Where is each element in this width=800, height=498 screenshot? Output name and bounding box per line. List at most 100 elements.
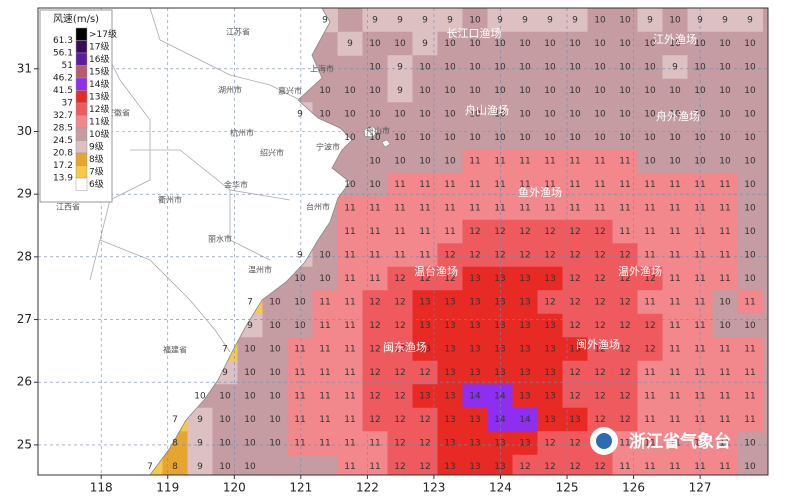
- wind-value: 11: [294, 345, 305, 355]
- wind-value: 13: [469, 298, 480, 308]
- wind-cell: [712, 337, 738, 362]
- wind-value: 12: [594, 345, 605, 355]
- wind-value: 10: [694, 110, 706, 120]
- wind-cell: [712, 266, 738, 291]
- province-border: [89, 8, 301, 353]
- wind-value: 11: [719, 274, 730, 284]
- logo-text: 浙江省气象台: [629, 431, 731, 452]
- wind-cell: [212, 431, 238, 456]
- wind-cell: [362, 102, 388, 127]
- wind-cell: [587, 31, 613, 56]
- wind-cell: [387, 454, 413, 475]
- x-tick-label: 126: [622, 481, 645, 495]
- wind-value: 10: [719, 39, 731, 49]
- x-tick-label: 123: [422, 481, 445, 495]
- wind-value: 11: [469, 204, 480, 214]
- wind-value: 12: [594, 392, 605, 402]
- wind-value: 10: [694, 86, 706, 96]
- wind-value: 9: [422, 39, 428, 49]
- wind-cell: [462, 360, 488, 385]
- legend-level: 16级: [89, 53, 109, 65]
- wind-cell: [587, 149, 613, 174]
- wind-value: 10: [544, 133, 556, 143]
- y-tick-label: 30: [17, 124, 32, 138]
- wind-value: 10: [319, 251, 331, 261]
- wind-value: 10: [444, 157, 456, 167]
- wind-value: 12: [644, 321, 655, 331]
- legend-swatch: [75, 27, 88, 41]
- wind-cell: [362, 196, 388, 221]
- wind-value: 12: [369, 415, 380, 425]
- wind-value: 10: [494, 63, 506, 73]
- wind-value: 12: [419, 415, 430, 425]
- legend-level: 7级: [89, 165, 104, 177]
- wind-value: 11: [319, 298, 330, 308]
- wind-cell: [187, 454, 213, 475]
- wind-value: 10: [194, 392, 206, 402]
- wind-value: 9: [722, 16, 728, 26]
- wind-cell: [337, 102, 363, 127]
- wind-cell: [462, 149, 488, 174]
- wind-value: 10: [269, 392, 281, 402]
- place-label: 福建省: [163, 345, 187, 355]
- wind-value: 10: [244, 439, 256, 449]
- wind-cell: [387, 431, 413, 456]
- wind-cell: [462, 266, 488, 291]
- y-tick-label: 31: [17, 61, 32, 75]
- wind-cell: [512, 360, 538, 385]
- wind-value: 11: [344, 321, 355, 331]
- map-area: 9 9 9 9 9 10 9 9 9 9 10 10 9 10 9 9 9 9 10 10 9 10 10 10 10 10 10 1…: [38, 8, 768, 475]
- wind-cell: [662, 454, 688, 475]
- wind-value: 10: [369, 157, 381, 167]
- wind-value: 10: [369, 63, 381, 73]
- wind-value: 10: [369, 133, 381, 143]
- wind-cell: [387, 196, 413, 221]
- wind-cell: [237, 360, 263, 385]
- wind-value: 11: [394, 204, 405, 214]
- wind-cell: [337, 243, 363, 268]
- wind-value: 12: [569, 392, 580, 402]
- wind-cell: [712, 431, 738, 456]
- wind-value: 12: [394, 415, 405, 425]
- wind-value: 12: [369, 368, 380, 378]
- wind-value: 10: [519, 86, 531, 96]
- wind-value: 12: [544, 227, 555, 237]
- wind-cell: [437, 8, 463, 33]
- wind-value: 9: [197, 439, 203, 449]
- wind-value: 13: [469, 321, 480, 331]
- y-tick-label: 29: [17, 187, 32, 201]
- wind-cell: [287, 337, 313, 362]
- legend-level: 12级: [89, 103, 109, 115]
- wind-value: 11: [744, 368, 755, 378]
- wind-cell: [312, 360, 338, 385]
- wind-value: 9: [747, 16, 753, 26]
- legend-threshold: 61.3: [53, 36, 73, 46]
- wind-cell: [637, 172, 663, 197]
- wind-value: 11: [344, 298, 355, 308]
- wind-cell: [437, 78, 463, 103]
- wind-cell: [262, 384, 288, 409]
- wind-cell: [162, 454, 188, 475]
- wind-value: 13: [494, 321, 505, 331]
- wind-value: 10: [569, 39, 581, 49]
- wind-cell: [362, 337, 388, 362]
- legend-level: 11级: [89, 115, 109, 127]
- wind-cell: [737, 219, 763, 244]
- wind-value: 11: [669, 274, 680, 284]
- wind-cell: [737, 407, 763, 432]
- wind-cell: [337, 196, 363, 221]
- wind-value: 12: [519, 462, 530, 472]
- wind-value: 10: [619, 39, 631, 49]
- place-label: 温州市: [248, 265, 272, 275]
- wind-cell: [662, 31, 688, 56]
- legend-level: 6级: [89, 178, 104, 190]
- wind-value: 9: [572, 16, 578, 26]
- wind-value: 10: [219, 415, 231, 425]
- legend-level: 10级: [89, 128, 109, 140]
- wind-value: 13: [569, 415, 580, 425]
- x-tick-label: 122: [356, 481, 379, 495]
- wind-value: 13: [469, 345, 480, 355]
- legend-swatch: [75, 127, 88, 141]
- wind-value: 10: [269, 439, 281, 449]
- wind-value: 10: [469, 110, 481, 120]
